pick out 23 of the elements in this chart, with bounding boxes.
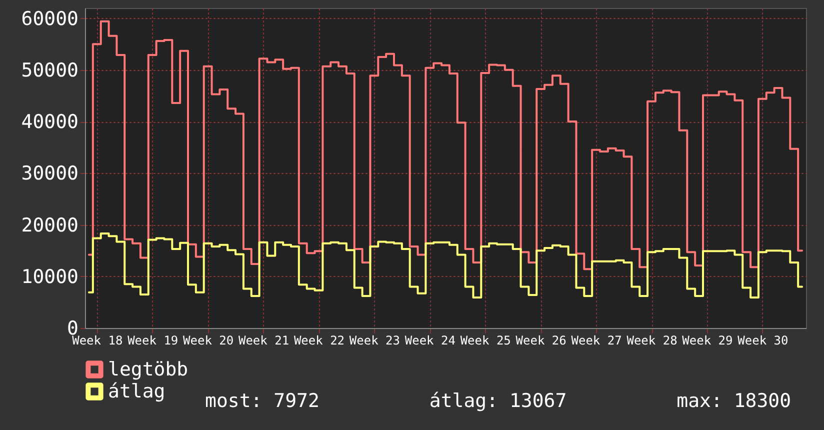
text: max: 18300 [676, 390, 792, 412]
x-tick-label: Week 27 [571, 334, 622, 348]
x-tick-label: Week 28 [626, 334, 678, 348]
x-tick-label: Week 24 [404, 334, 456, 348]
x-tick-label: Week 25 [460, 334, 511, 348]
text: most: 7972 [205, 390, 320, 412]
legend-label: legtöbb [108, 358, 188, 380]
x-tick-label: Week 19 [128, 334, 178, 348]
x-tick-label: Week 30 [738, 334, 788, 348]
y-tick-label: 30000 [21, 162, 78, 185]
x-tick-label: Week 21 [238, 334, 290, 348]
x-tick-label: Week 20 [183, 334, 234, 348]
y-tick-label: 40000 [21, 111, 78, 134]
text: átlag: 13067 [429, 390, 567, 412]
x-tick-label: Week 26 [516, 334, 566, 348]
y-tick-label: 60000 [21, 8, 78, 30]
y-tick-label: 10000 [21, 266, 78, 288]
x-tick-label: Week 29 [682, 334, 733, 348]
x-tick-label: Week 22 [294, 334, 345, 348]
legend-label: átlag [108, 380, 166, 402]
y-tick-label: 20000 [21, 214, 78, 236]
x-tick-label: Week 23 [349, 334, 400, 348]
y-tick-label: 50000 [21, 59, 78, 82]
